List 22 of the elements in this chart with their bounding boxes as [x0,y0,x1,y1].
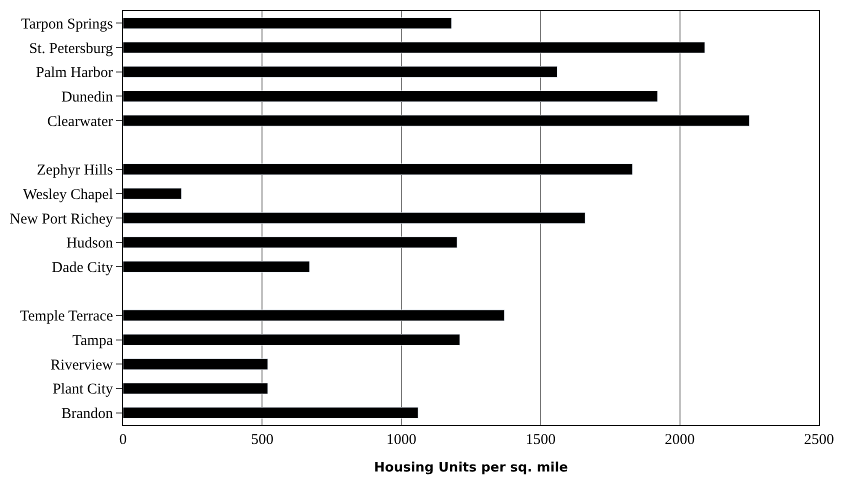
y-tick-label: Tampa [72,333,114,350]
y-tick-label: Riverview [50,357,114,374]
y-tick-label: Clearwater [47,114,113,130]
x-tick-label: 2000 [664,432,695,448]
y-tick-label: St. Petersburg [29,40,114,57]
y-tick-label: Zephyr Hills [36,162,114,179]
y-tick-label: Temple Terrace [20,308,114,325]
x-axis-title: Housing Units per sq. mile [374,460,568,476]
y-tick-label: New Port Richey [10,211,114,228]
y-tick-label: Plant City [52,382,114,398]
x-tick-label: 2500 [804,432,834,448]
y-tick-label: Wesley Chapel [22,186,113,203]
x-tick-label: 0 [119,432,127,448]
y-tick-label: Brandon [61,406,114,422]
x-tick-label: 1500 [526,432,556,448]
x-tick-label: 1000 [386,432,416,448]
y-tick-label: Dunedin [61,89,114,106]
x-tick-label: 500 [250,432,274,448]
y-tick-label: Tarpon Springs [21,16,114,32]
y-tick-label: Palm Harbor [36,65,113,82]
y-tick-label: Dade City [52,260,114,276]
y-tick-label: Hudson [66,236,114,252]
